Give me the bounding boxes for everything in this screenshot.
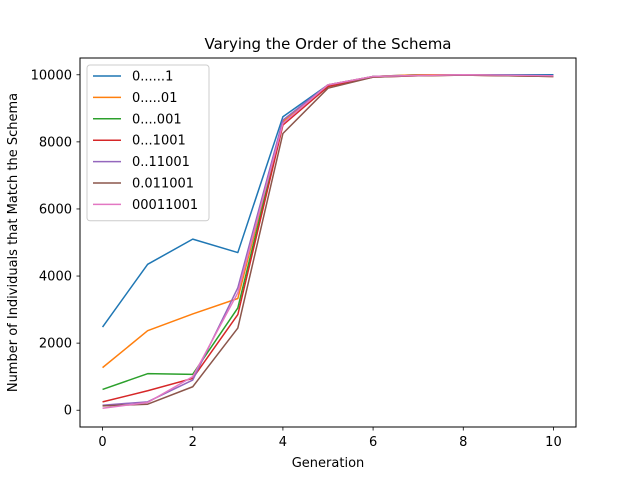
series-layer — [101, 74, 554, 409]
legend-label-4: 0..11001 — [132, 155, 190, 170]
legend: 0......1 0.....01 0....001 0...1001 0..11001… — [86, 64, 210, 222]
x-tick-label: 6 — [369, 435, 377, 450]
x-tick-label: 4 — [279, 435, 287, 450]
x-tick-label: 8 — [459, 435, 467, 450]
y-axis-title: Number of Individuals that Match the Sch… — [6, 93, 21, 392]
y-tick-label: 0 — [64, 404, 72, 419]
legend-label-3: 0...1001 — [132, 134, 186, 149]
series-line-6 — [102, 74, 554, 409]
legend-label-1: 0.....01 — [132, 91, 177, 106]
chart-title: Varying the Order of the Schema — [205, 35, 452, 53]
x-tick-label: 10 — [545, 435, 562, 450]
legend-label-0: 0......1 — [132, 70, 173, 85]
x-axis-title: Generation — [292, 456, 365, 471]
y-tick-label: 2000 — [39, 337, 72, 352]
y-axis: 0 2000 4000 6000 8000 10000 — [31, 68, 80, 419]
legend-box — [86, 64, 210, 222]
legend-label-2: 0....001 — [132, 112, 182, 127]
y-tick-label: 8000 — [39, 135, 72, 150]
x-tick-label: 0 — [98, 435, 106, 450]
x-tick-label: 2 — [189, 435, 197, 450]
y-tick-label: 6000 — [39, 202, 72, 217]
y-tick-label: 4000 — [39, 270, 72, 285]
legend-label-5: 0.011001 — [132, 177, 194, 192]
x-axis: 0 2 4 6 8 10 — [98, 427, 562, 450]
legend-label-6: 00011001 — [132, 198, 198, 213]
plot-frame — [79, 57, 577, 428]
y-tick-label: 10000 — [31, 68, 72, 83]
